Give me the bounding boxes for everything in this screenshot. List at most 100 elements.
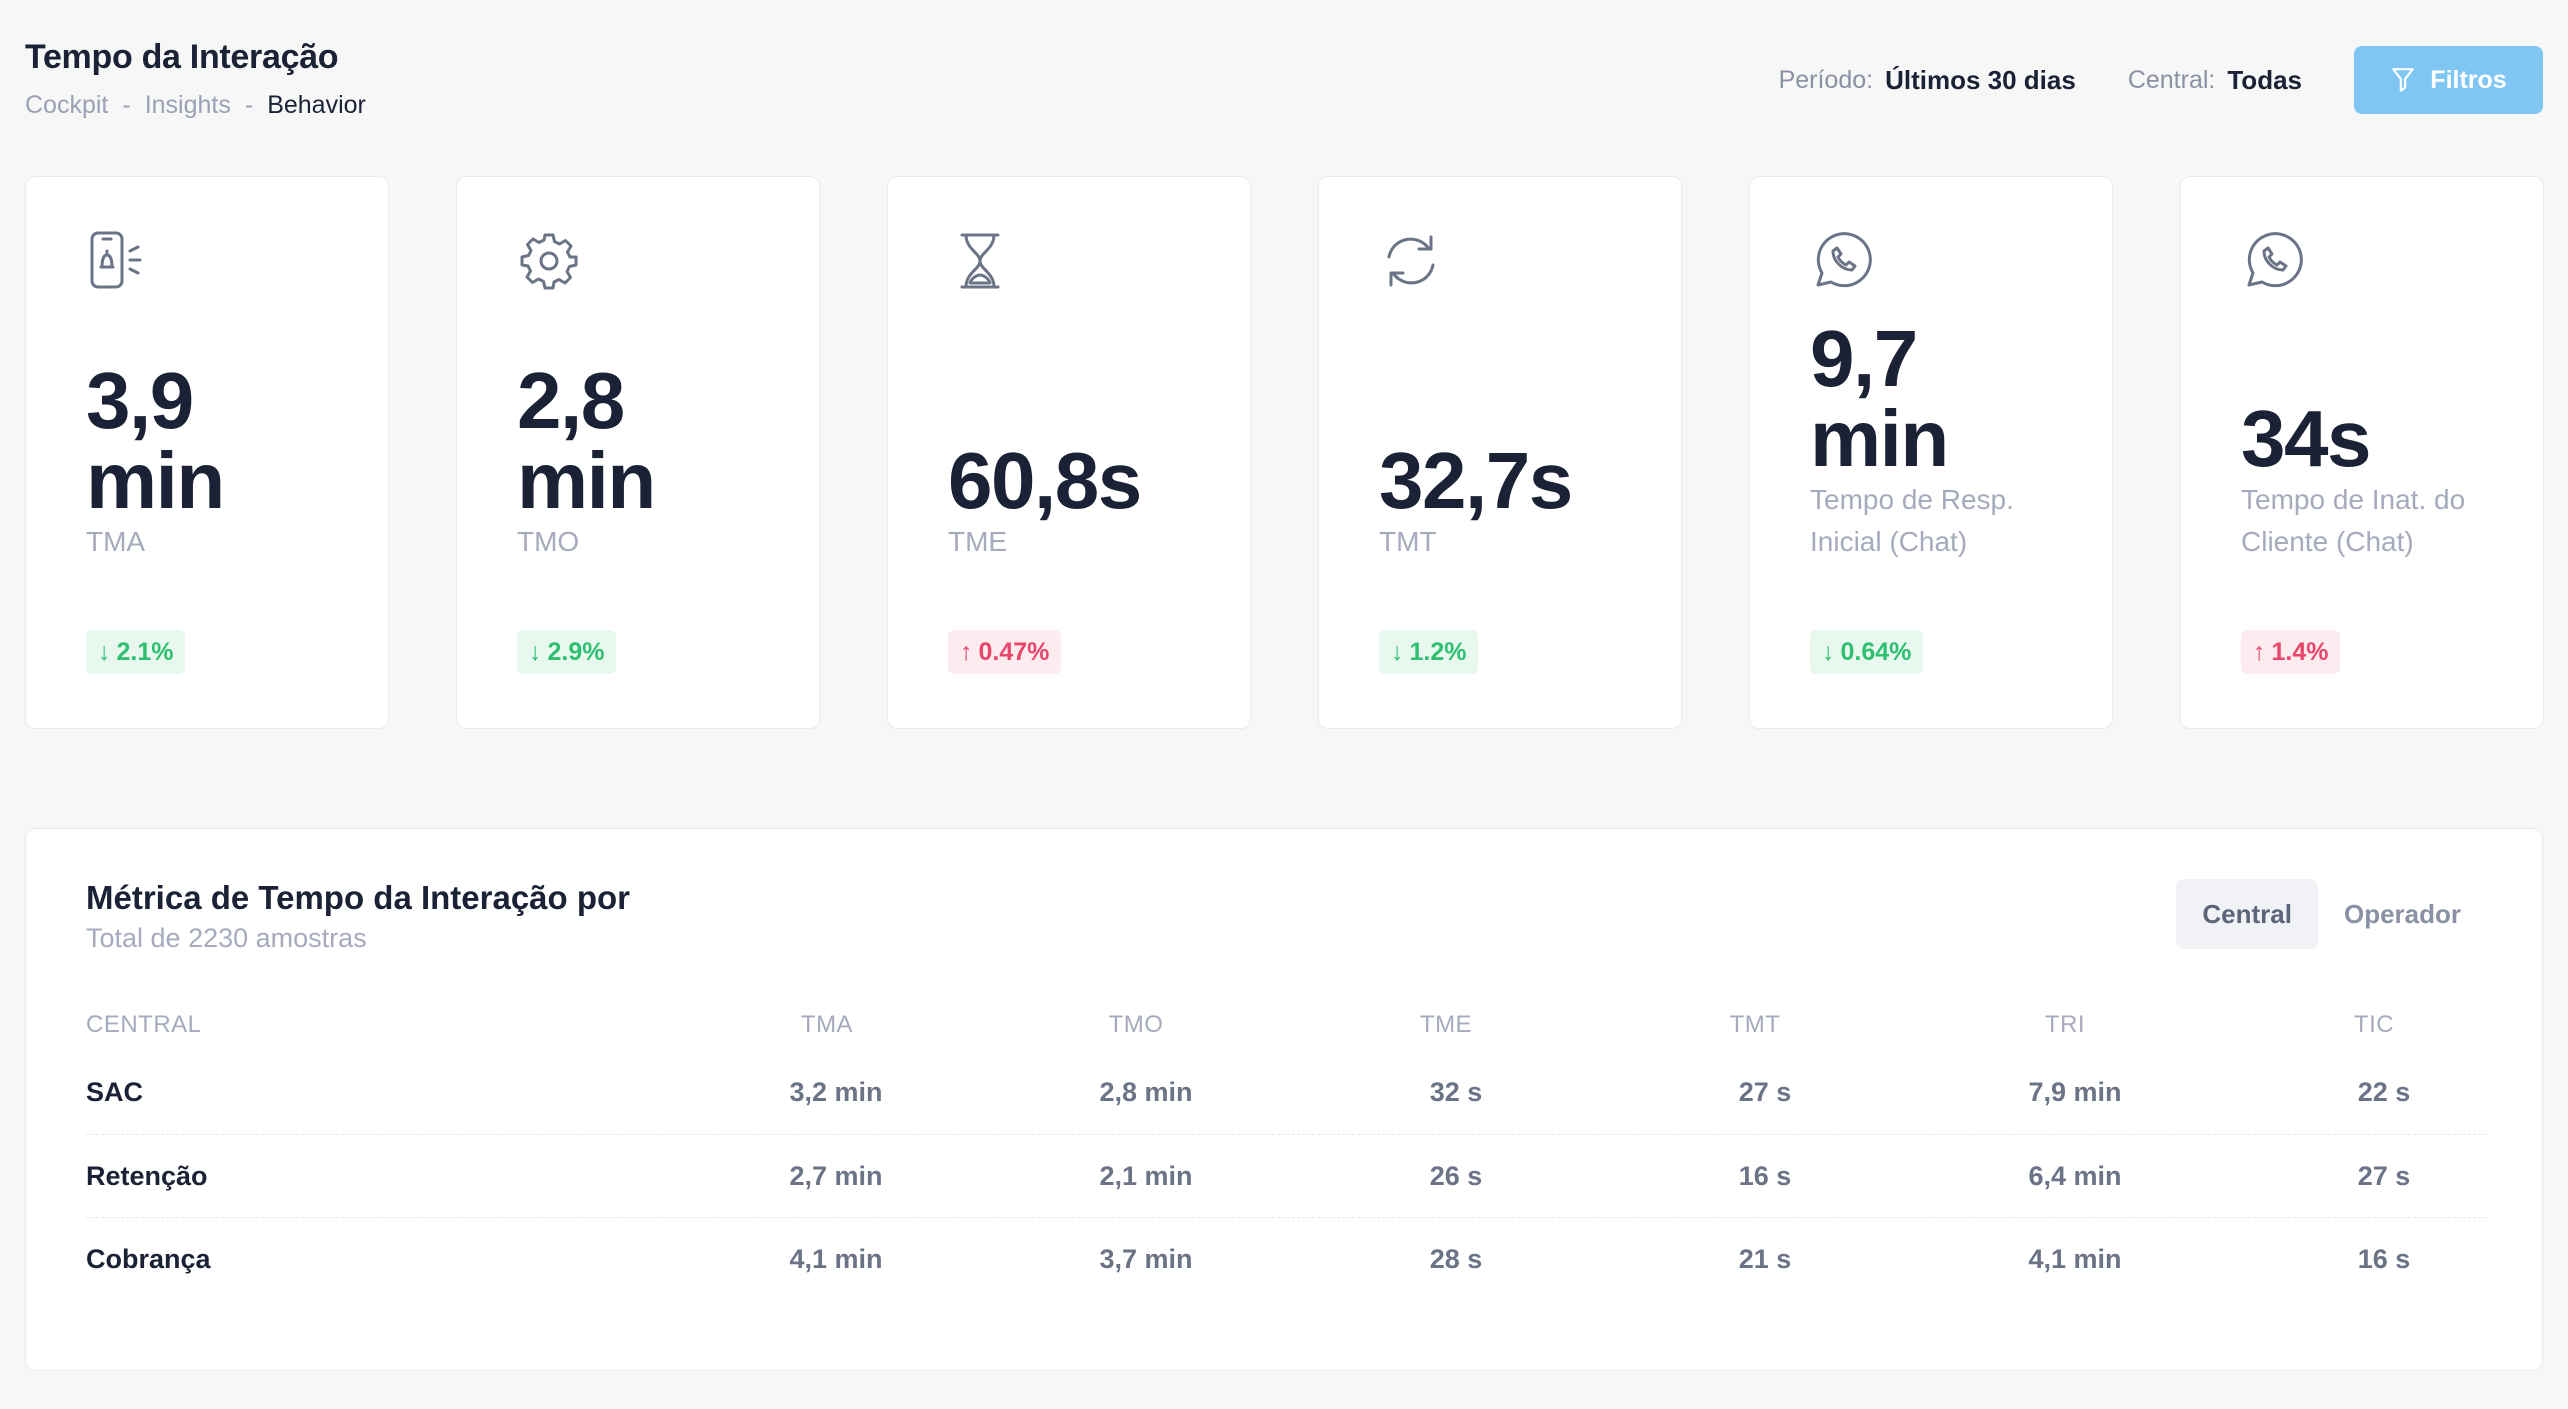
filters-button[interactable]: Filtros (2354, 46, 2543, 114)
table-row[interactable]: Cobrança 4,1 min 3,7 min 28 s 21 s 4,1 m… (86, 1217, 2486, 1300)
toggle-central[interactable]: Central (2176, 879, 2318, 949)
arrow-up-icon: ↑ (2253, 637, 2266, 666)
table-row[interactable]: SAC 3,2 min 2,8 min 32 s 27 s 7,9 min 22… (86, 1051, 2486, 1134)
table-cell: 22 s (2357, 1077, 2411, 1107)
page-title: Tempo da Interação (25, 38, 339, 76)
table-cell: 32 s (1429, 1077, 1483, 1107)
breadcrumb-item-cockpit[interactable]: Cockpit (25, 91, 109, 119)
table-cell: 3,7 min (1099, 1243, 1193, 1274)
table-cell: 2,8 min (1099, 1077, 1193, 1107)
breadcrumb-item-insights[interactable]: Insights (144, 91, 231, 119)
arrow-down-icon: ↓ (1822, 637, 1835, 666)
delta-value: 0.64% (1840, 637, 1912, 666)
delta-badge: ↓ 2.1% (86, 630, 186, 674)
toggle-operador[interactable]: Operador (2318, 879, 2487, 949)
refresh-icon (1387, 235, 1435, 287)
kpi-card-tma[interactable]: 3,9 min TMA ↓ 2.1% (25, 176, 389, 729)
table-cell: 27 s (2357, 1160, 2411, 1191)
breadcrumb-separator: - (244, 91, 254, 119)
kpi-value: 9,7 (1810, 314, 1918, 403)
table-cell: 7,9 min (2028, 1077, 2122, 1107)
kpi-card-tmo[interactable]: 2,8 min TMO ↓ 2.9% (456, 176, 820, 729)
kpi-metric: 32,7s TMT (1379, 441, 1651, 563)
delta-value: 2.9% (547, 637, 605, 666)
period-value[interactable]: Últimos 30 dias (1885, 64, 2076, 95)
kpi-value: 34s (2241, 394, 2371, 483)
kpi-metric: 2,8 min TMO (517, 361, 789, 563)
kpi-metric: 9,7 min Tempo de Resp. Inicial (Chat) (1810, 319, 2082, 563)
whatsapp-icon (2247, 232, 2303, 288)
kpi-label: Tempo de Inat. do Cliente (Chat) (2241, 484, 2466, 557)
arrow-down-icon: ↓ (98, 637, 111, 666)
kpi-value-unit: min (1810, 394, 1949, 483)
table-cell: 16 s (2357, 1243, 2411, 1274)
arrow-down-icon: ↓ (1391, 637, 1404, 666)
kpi-metric: 34s Tempo de Inat. do Cliente (Chat) (2241, 399, 2513, 563)
metrics-table-panel: Métrica de Tempo da Interação por Total … (25, 828, 2543, 1371)
filter-icon (2392, 68, 2415, 92)
delta-value: 2.1% (116, 637, 174, 666)
column-header[interactable]: TIC (2353, 1011, 2395, 1038)
kpi-card-inactivity-time[interactable]: 34s Tempo de Inat. do Cliente (Chat) ↑ 1… (2180, 176, 2544, 729)
column-header[interactable]: TME (1419, 1011, 1473, 1038)
delta-value: 1.4% (2271, 637, 2329, 666)
kpi-value: 2,8 (517, 356, 625, 445)
page-header: Tempo da Interação Cockpit - Insights - … (25, 38, 2543, 123)
panel-subtitle: Total de 2230 amostras (86, 923, 367, 953)
kpi-card-tme[interactable]: 60,8s TME ↑ 0.47% (887, 176, 1251, 729)
panel-title: Métrica de Tempo da Interação por (86, 879, 631, 916)
column-header[interactable]: TRI (2044, 1011, 2086, 1038)
central-label: Central: (2127, 65, 2216, 94)
kpi-value: 32,7s (1379, 436, 1573, 525)
table-cell: 2,1 min (1099, 1160, 1193, 1191)
table-cell: 3,2 min (789, 1077, 883, 1107)
delta-badge: ↑ 0.47% (948, 630, 1062, 674)
table-cell: 4,1 min (789, 1243, 883, 1274)
kpi-value: 60,8s (948, 436, 1142, 525)
kpi-label: TMA (86, 526, 146, 557)
table-cell: 6,4 min (2028, 1160, 2122, 1191)
delta-badge: ↓ 1.2% (1379, 630, 1479, 674)
delta-value: 1.2% (1409, 637, 1467, 666)
column-header[interactable]: TMA (800, 1011, 854, 1038)
kpi-value-unit: min (517, 436, 656, 525)
delta-badge: ↑ 1.4% (2241, 630, 2341, 674)
arrow-down-icon: ↓ (529, 637, 542, 666)
kpi-label: TMO (517, 526, 580, 557)
table-cell: 2,7 min (789, 1160, 883, 1191)
table-cell: 16 s (1738, 1160, 1792, 1191)
table-row[interactable]: Retenção 2,7 min 2,1 min 26 s 16 s 6,4 m… (86, 1134, 2486, 1217)
kpi-card-response-time[interactable]: 9,7 min Tempo de Resp. Inicial (Chat) ↓ … (1749, 176, 2113, 729)
table-header: CENTRAL TMA TMO TME TMT TRI TIC (86, 999, 2486, 1051)
header-filters: Período: Últimos 30 dias Central: Todas … (1779, 46, 2543, 114)
group-by-toggle: Central Operador (2176, 879, 2487, 949)
row-label: SAC (86, 1077, 144, 1107)
breadcrumb-item-behavior: Behavior (267, 91, 366, 119)
delta-value: 0.47% (978, 637, 1050, 666)
column-header[interactable]: TMO (1108, 1011, 1164, 1038)
gear-icon (520, 233, 578, 290)
table-cell: 21 s (1738, 1243, 1792, 1274)
table-cell: 28 s (1429, 1243, 1483, 1274)
central-value[interactable]: Todas (2227, 64, 2302, 95)
row-label: Retenção (86, 1160, 208, 1191)
breadcrumb: Cockpit - Insights - Behavior (25, 91, 366, 120)
arrow-up-icon: ↑ (960, 637, 973, 666)
table-cell: 27 s (1738, 1077, 1792, 1107)
kpi-label: Tempo de Resp. Inicial (Chat) (1810, 484, 2014, 557)
kpi-metric: 3,9 min TMA (86, 361, 358, 563)
table-cell: 4,1 min (2028, 1243, 2122, 1274)
hourglass-icon (960, 233, 1000, 289)
column-header[interactable]: CENTRAL (86, 1011, 202, 1038)
row-label: Cobrança (86, 1243, 211, 1274)
kpi-value: 3,9 (86, 356, 194, 445)
delta-badge: ↓ 0.64% (1810, 630, 1924, 674)
kpi-cards: 3,9 min TMA ↓ 2.1% 2,8 min TMO ↓ 2.9% (25, 176, 2544, 729)
metrics-table: CENTRAL TMA TMO TME TMT TRI TIC SAC 3,2 … (86, 999, 2486, 1300)
table-cell: 26 s (1429, 1160, 1483, 1191)
delta-badge: ↓ 2.9% (517, 630, 617, 674)
kpi-card-tmt[interactable]: 32,7s TMT ↓ 1.2% (1318, 176, 1682, 729)
filters-button-label: Filtros (2430, 65, 2507, 94)
breadcrumb-separator: - (122, 91, 131, 119)
column-header[interactable]: TMT (1729, 1011, 1781, 1038)
